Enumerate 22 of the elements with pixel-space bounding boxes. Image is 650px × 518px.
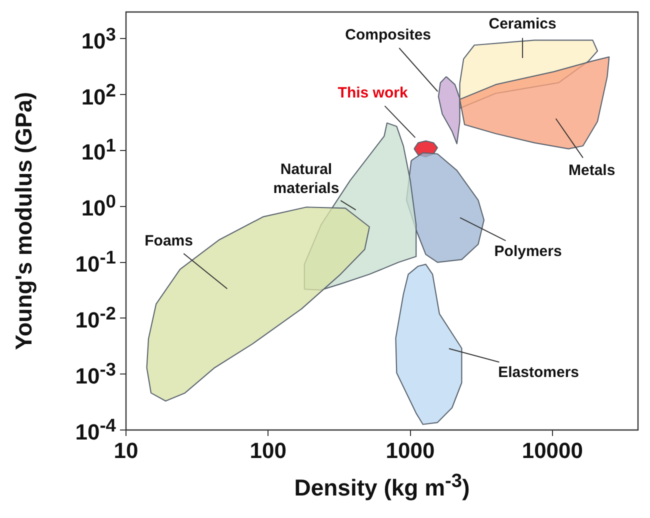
y-tick-label: 10$^{3}$ <box>81 23 116 54</box>
text: This work <box>338 84 408 102</box>
y-tick-label: 10$^{1}$ <box>81 134 116 166</box>
y-tick-label: 10$^{-1}$ <box>75 246 116 277</box>
y-tick-label: 10$^{-2}$ <box>75 302 116 333</box>
y-tick-label: 10$^{2}$ <box>81 78 116 110</box>
series-label: Natural materials <box>273 161 340 198</box>
series-label: Metals <box>568 162 616 179</box>
y-tick-label: 10$^{-3}$ <box>75 358 116 389</box>
x-tick-label: 100 <box>250 438 286 463</box>
y-tick-label: 10$^{-4}$ <box>75 414 116 445</box>
y-axis-title: Young's modulus (GPa) <box>10 92 36 350</box>
text: Elastomers <box>498 364 579 381</box>
series-label: Ceramics <box>488 16 556 33</box>
x-tick-label: 10 <box>114 438 138 463</box>
series-label: Polymers <box>494 243 562 260</box>
x-axis-title: Density (kg m$^{-3}$) <box>294 471 470 501</box>
text: Composites <box>345 26 432 44</box>
y-tick-label: 10$^{0}$ <box>81 190 116 222</box>
x-tick-label: 10000 <box>522 438 584 463</box>
x-tick-label: 1000 <box>386 438 435 463</box>
series-label: Foams <box>144 232 193 250</box>
